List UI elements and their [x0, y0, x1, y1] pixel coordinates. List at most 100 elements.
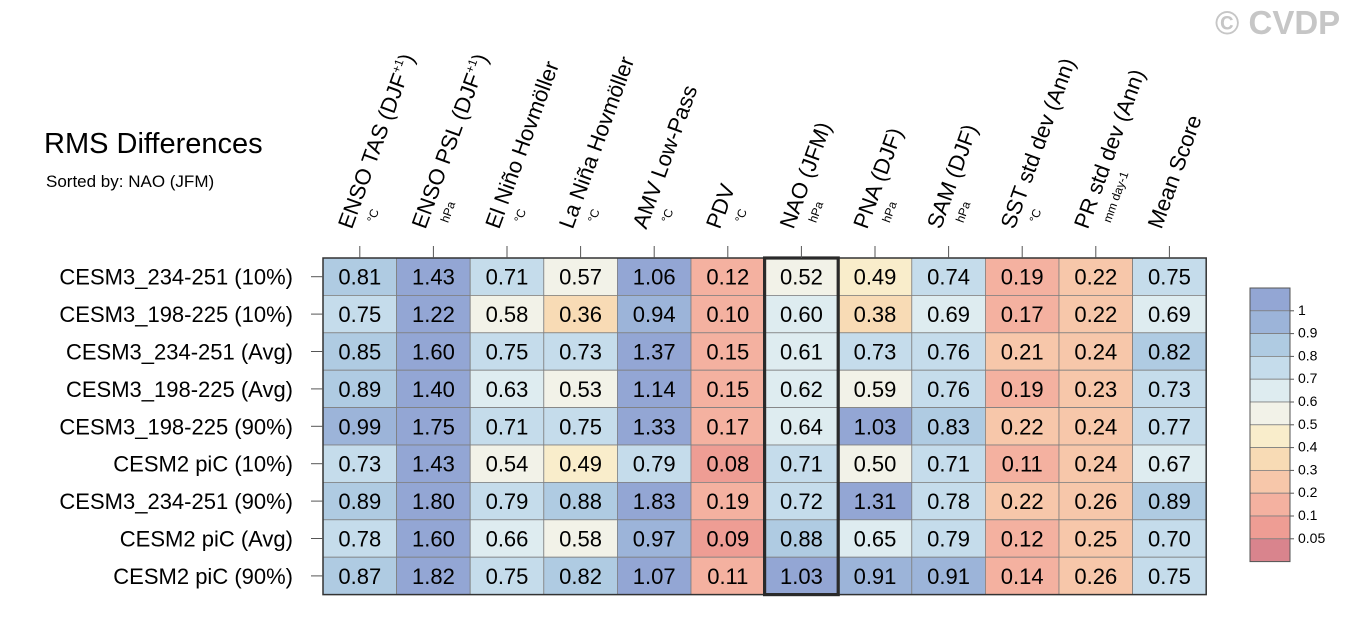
row-label: CESM2 piC (Avg): [120, 527, 293, 552]
cell-value: 0.85: [338, 340, 381, 365]
cell-value: 1.03: [780, 564, 823, 589]
cell-cesm2-pic-10-enso-tas-djf-1: [322, 444, 397, 483]
cell-cesm3-198-225-avg-sst-std-dev-ann: [985, 369, 1060, 409]
colorbar-swatch: [1249, 333, 1291, 357]
column-unit: °C: [585, 207, 603, 225]
cell-cesm3-234-251-90-enso-psl-djf-1: [396, 481, 471, 521]
column-unit: hPa: [953, 199, 974, 224]
cell-cesm2-pic-10-nao-jfm: [764, 444, 839, 483]
cell-value: 0.12: [706, 265, 749, 290]
cell-value: 0.65: [854, 527, 897, 552]
cell-value: 0.24: [1074, 340, 1117, 365]
cell-value: 0.52: [780, 265, 823, 290]
cell-value: 1.22: [412, 302, 455, 327]
cell-value: 0.75: [559, 414, 602, 439]
cell-cesm2-pic-avg-pdv: [690, 519, 765, 558]
row-label: CESM3_198-225 (10%): [59, 302, 293, 327]
row-label: CESM3_198-225 (90%): [59, 414, 293, 439]
cell-cesm3-198-225-avg-enso-tas-djf-1: [322, 369, 397, 409]
cell-cesm3-234-251-10-mean-score: [1132, 257, 1207, 296]
cell-cesm3-198-225-avg-amv-low-pass: [617, 369, 692, 409]
colorbar-label: 0.5: [1298, 416, 1318, 432]
cell-cesm3-198-225-avg-pdv: [690, 369, 765, 409]
cell-value: 0.59: [854, 377, 897, 402]
cell-value: 0.19: [1001, 377, 1044, 402]
row-label: CESM2 piC (90%): [113, 564, 293, 589]
cell-cesm3-234-251-avg-pdv: [690, 332, 765, 371]
cell-value: 0.67: [1148, 452, 1191, 477]
cell-value: 0.25: [1074, 527, 1117, 552]
cell-cesm2-pic-avg-la-ni-a-hovm-ller: [543, 519, 618, 558]
colorbar-swatch: [1249, 355, 1291, 380]
cell-value: 0.72: [780, 489, 823, 514]
cell-cesm2-pic-avg-amv-low-pass: [617, 519, 692, 558]
cell-value: 0.71: [927, 452, 970, 477]
cell-value: 0.24: [1074, 452, 1117, 477]
cell-value: 0.69: [927, 302, 970, 327]
column-label-group: Mean Score: [1143, 112, 1207, 232]
row-label: CESM2 piC (10%): [113, 452, 293, 477]
cell-value: 0.76: [927, 377, 970, 402]
cell-value: 1.06: [633, 265, 676, 290]
cell-value: 1.14: [633, 377, 676, 402]
cell-value: 1.43: [412, 452, 455, 477]
cell-cesm3-234-251-90-mean-score: [1132, 481, 1207, 521]
cell-value: 0.22: [1001, 489, 1044, 514]
cell-value: 0.17: [706, 414, 749, 439]
cvdp-watermark: © CVDP: [1215, 4, 1341, 41]
cell-value: 1.03: [854, 414, 897, 439]
colorbar-label: 0.1: [1298, 507, 1318, 523]
cell-cesm3-234-251-90-sam-djf: [911, 481, 986, 521]
cell-cesm3-198-225-avg-pr-std-dev-ann: [1058, 369, 1133, 409]
cell-value: 0.82: [559, 564, 602, 589]
cell-value: 0.10: [706, 302, 749, 327]
cell-value: 0.73: [854, 340, 897, 365]
column-label: PDV: [701, 180, 740, 231]
cell-value: 0.91: [927, 564, 970, 589]
cell-value: 1.40: [412, 377, 455, 402]
cell-cesm3-234-251-90-amv-low-pass: [617, 481, 692, 521]
cell-cesm2-pic-avg-mean-score: [1132, 519, 1207, 558]
cell-value: 0.36: [559, 302, 602, 327]
cell-cesm3-198-225-avg-nao-jfm: [764, 369, 839, 409]
cell-cesm2-pic-90-la-ni-a-hovm-ller: [543, 556, 618, 596]
cell-cesm3-198-225-90-enso-tas-djf-1: [322, 407, 397, 446]
cell-cesm3-198-225-10-sam-djf: [911, 294, 986, 334]
cell-cesm3-198-225-10-pr-std-dev-ann: [1058, 294, 1133, 334]
cell-cesm3-234-251-90-la-ni-a-hovm-ller: [543, 481, 618, 521]
cell-value: 0.49: [854, 265, 897, 290]
cell-cesm3-198-225-avg-enso-psl-djf-1: [396, 369, 471, 409]
cell-cesm3-234-251-avg-la-ni-a-hovm-ller: [543, 332, 618, 371]
column-unit: °C: [364, 207, 382, 225]
colorbar-label: 0.6: [1298, 393, 1318, 409]
cell-cesm3-234-251-90-pdv: [690, 481, 765, 521]
cell-value: 0.91: [854, 564, 897, 589]
cell-value: 0.79: [633, 452, 676, 477]
cell-value: 1.60: [412, 340, 455, 365]
colorbar-label: 0.2: [1298, 484, 1318, 500]
cell-value: 0.15: [706, 377, 749, 402]
cell-value: 0.14: [1001, 564, 1044, 589]
cell-cesm2-pic-avg-pna-djf: [837, 519, 913, 558]
cell-cesm2-pic-90-amv-low-pass: [617, 556, 692, 596]
cell-cesm3-234-251-avg-sst-std-dev-ann: [985, 332, 1060, 371]
cell-value: 0.63: [486, 377, 529, 402]
column-label: El Niño Hovmöller: [480, 58, 564, 232]
column-label: PNA (DJF): [848, 124, 907, 231]
cell-cesm3-198-225-90-pr-std-dev-ann: [1058, 407, 1133, 446]
cell-cesm2-pic-avg-sam-djf: [911, 519, 986, 558]
cell-value: 0.75: [1148, 564, 1191, 589]
cell-value: 0.76: [927, 340, 970, 365]
cell-cesm2-pic-90-pdv: [690, 556, 765, 596]
cell-cesm2-pic-90-sst-std-dev-ann: [985, 556, 1060, 596]
colorbar-label: 0.3: [1298, 461, 1318, 477]
colorbar-label: 0.05: [1298, 530, 1325, 546]
column-label: La Niña Hovmöller: [554, 53, 639, 232]
colorbar-label: 0.8: [1298, 347, 1318, 363]
cell-cesm3-198-225-10-enso-tas-djf-1: [322, 294, 397, 334]
colorbar-swatch: [1249, 310, 1291, 334]
colorbar-swatch: [1249, 287, 1291, 312]
cell-value: 0.74: [927, 265, 970, 290]
cell-cesm2-pic-90-el-ni-o-hovm-ller: [469, 556, 545, 596]
cell-value: 1.60: [412, 527, 455, 552]
